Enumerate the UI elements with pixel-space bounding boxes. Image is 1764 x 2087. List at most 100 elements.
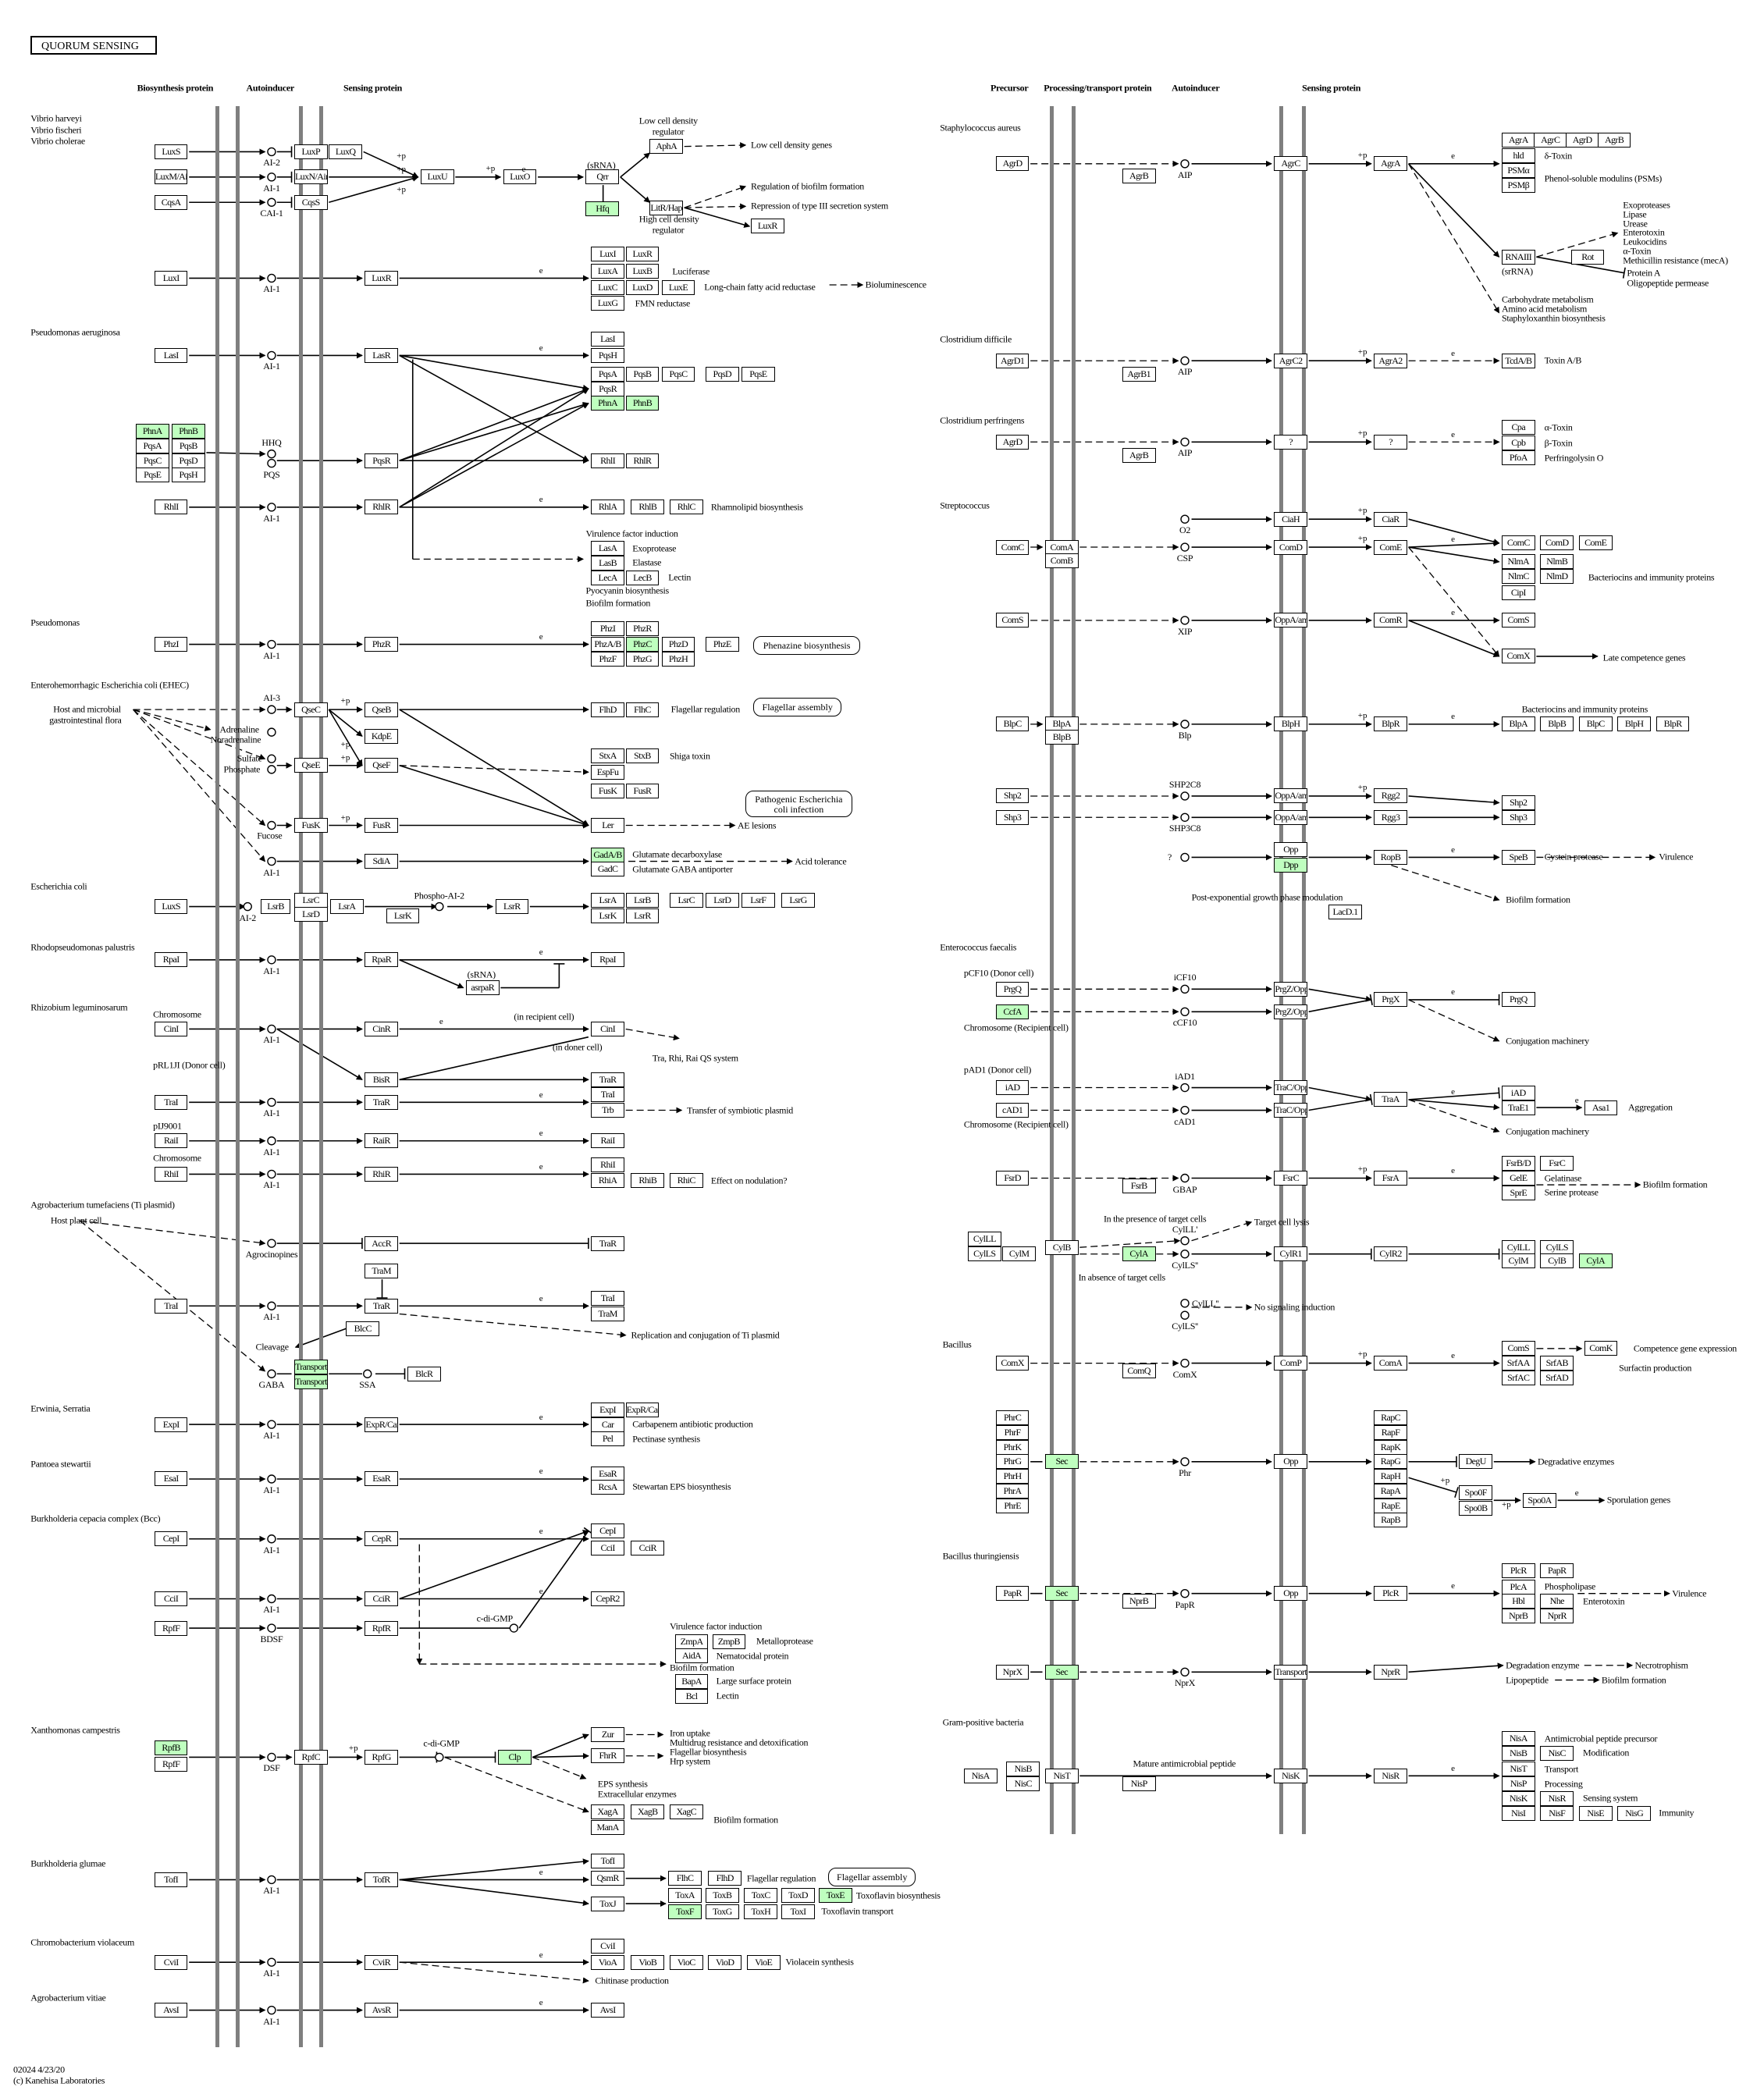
- gene-box[interactable]: VioE: [746, 1954, 781, 1970]
- gene-box[interactable]: LsrB: [625, 892, 660, 908]
- gene-box[interactable]: PhrH: [995, 1469, 1030, 1484]
- gene-box[interactable]: NlmB: [1540, 554, 1574, 570]
- gene-box[interactable]: PrgZ/Opp: [1274, 1004, 1307, 1019]
- gene-box[interactable]: LsrC: [293, 892, 328, 908]
- gene-box[interactable]: NisK: [1274, 1768, 1307, 1783]
- gene-box[interactable]: RhlI: [154, 500, 188, 515]
- gene-box[interactable]: CylLS: [968, 1246, 1001, 1262]
- gene-box[interactable]: StxB: [625, 748, 660, 764]
- gene-box[interactable]: TraR: [591, 1235, 624, 1251]
- compound-circle[interactable]: [1180, 791, 1190, 801]
- compound-circle[interactable]: [435, 901, 444, 912]
- gene-box[interactable]: QseE: [293, 758, 328, 773]
- gene-box[interactable]: PhnB: [625, 396, 660, 411]
- compound-circle[interactable]: [1180, 720, 1190, 729]
- gene-box[interactable]: LuxD: [625, 279, 660, 295]
- gene-box[interactable]: LsrF: [742, 892, 775, 908]
- gene-box[interactable]: FusR: [625, 783, 660, 798]
- gene-box[interactable]: TofI: [154, 1872, 188, 1887]
- gene-box[interactable]: OppA/ami: [1274, 788, 1307, 804]
- compound-circle[interactable]: [267, 1097, 276, 1107]
- gene-box[interactable]: TofI: [591, 1854, 624, 1868]
- gene-box[interactable]: LuxI: [591, 247, 624, 262]
- gene-box[interactable]: Rgg3: [1374, 809, 1407, 825]
- gene-box[interactable]: GelE: [1501, 1171, 1535, 1186]
- gene-box[interactable]: EspFu: [591, 764, 624, 780]
- gene-box[interactable]: ComK: [1584, 1341, 1618, 1356]
- gene-box[interactable]: LuxP: [293, 144, 328, 159]
- gene-box[interactable]: SrfAA: [1501, 1356, 1535, 1371]
- gene-box[interactable]: PhrE: [995, 1498, 1030, 1513]
- gene-box[interactable]: PrgQ: [995, 981, 1030, 997]
- gene-box[interactable]: LsrB: [261, 899, 290, 915]
- gene-box[interactable]: PapR: [995, 1586, 1030, 1602]
- gene-box[interactable]: ComR: [1374, 613, 1407, 628]
- gene-box[interactable]: LecB: [625, 570, 660, 585]
- gene-box[interactable]: ExpI: [154, 1417, 188, 1432]
- gene-box[interactable]: QsmR: [591, 1871, 624, 1886]
- gene-box[interactable]: PqsE: [742, 366, 775, 382]
- gene-box[interactable]: TraE1: [1501, 1100, 1535, 1115]
- gene-box[interactable]: LuxO: [503, 169, 537, 185]
- gene-box[interactable]: PlcR: [1374, 1586, 1407, 1602]
- gene-box[interactable]: RhlC: [669, 500, 703, 515]
- gene-box[interactable]: FsrD: [995, 1171, 1030, 1186]
- gene-box[interactable]: hld: [1501, 148, 1535, 164]
- gene-box[interactable]: Shp3: [1501, 809, 1535, 825]
- gene-box[interactable]: CepI: [591, 1523, 624, 1538]
- gene-box[interactable]: PqsD: [172, 453, 205, 468]
- gene-box[interactable]: QseB: [365, 702, 398, 717]
- gene-box[interactable]: ToxE: [818, 1888, 852, 1904]
- compound-circle[interactable]: [1180, 1235, 1190, 1246]
- gene-box[interactable]: LuxR: [625, 247, 660, 262]
- gene-box[interactable]: NprB: [1122, 1594, 1156, 1609]
- gene-box[interactable]: QseF: [365, 758, 398, 773]
- gene-box[interactable]: FlhD: [708, 1871, 742, 1886]
- gene-box[interactable]: ?: [1374, 434, 1407, 450]
- gene-box[interactable]: RapH: [1374, 1469, 1407, 1484]
- gene-box[interactable]: AgrB: [1597, 132, 1631, 148]
- gene-box[interactable]: PhzH: [661, 651, 695, 667]
- gene-box[interactable]: Qrr: [585, 169, 620, 185]
- gene-box[interactable]: Spo0A: [1523, 1492, 1556, 1508]
- compound-circle[interactable]: [267, 1369, 276, 1378]
- gene-box[interactable]: NprB: [1501, 1609, 1535, 1624]
- gene-box[interactable]: OppA/ami: [1274, 809, 1307, 825]
- gene-box[interactable]: PhzI: [591, 620, 624, 636]
- gene-box[interactable]: RopB: [1374, 849, 1407, 865]
- gene-box[interactable]: RapF: [1374, 1424, 1407, 1440]
- gene-box[interactable]: PhzI: [154, 637, 188, 652]
- gene-box[interactable]: LsrD: [293, 907, 328, 923]
- gene-box[interactable]: GadA/B: [591, 847, 624, 862]
- gene-box[interactable]: RapA: [1374, 1483, 1407, 1499]
- gene-box[interactable]: AgrD: [995, 156, 1030, 172]
- gene-box[interactable]: NisP: [1501, 1776, 1535, 1792]
- compound-circle[interactable]: [267, 1239, 276, 1248]
- gene-box[interactable]: ToxH: [744, 1904, 778, 1919]
- gene-box[interactable]: FusK: [591, 783, 624, 798]
- gene-box[interactable]: LuxS: [154, 899, 188, 915]
- gene-box[interactable]: PhrF: [995, 1424, 1030, 1440]
- gene-box[interactable]: Zur: [591, 1726, 624, 1742]
- gene-box[interactable]: Nhe: [1540, 1594, 1574, 1609]
- gene-box[interactable]: CylB: [1540, 1253, 1574, 1268]
- gene-box[interactable]: RhlR: [625, 453, 660, 468]
- gene-box[interactable]: ToxI: [781, 1904, 815, 1919]
- gene-box[interactable]: AgrA: [1501, 132, 1535, 148]
- gene-box[interactable]: CylA: [1578, 1253, 1613, 1268]
- gene-box[interactable]: RhiR: [365, 1166, 398, 1182]
- gene-box[interactable]: RapB: [1374, 1513, 1407, 1528]
- gene-box[interactable]: AgrC: [1533, 132, 1567, 148]
- gene-box[interactable]: CylA: [1122, 1246, 1156, 1262]
- gene-box[interactable]: PhzD: [661, 637, 695, 652]
- compound-circle[interactable]: [267, 639, 276, 649]
- gene-box[interactable]: BlcR: [407, 1366, 441, 1381]
- gene-box[interactable]: LitR/HapR: [649, 200, 683, 215]
- gene-box[interactable]: CiaR: [1374, 511, 1407, 527]
- gene-box[interactable]: LuxE: [661, 279, 695, 295]
- gene-box[interactable]: KdpE: [365, 728, 398, 744]
- compound-circle[interactable]: [267, 705, 276, 714]
- compound-circle[interactable]: [1180, 356, 1190, 365]
- gene-box[interactable]: BlpH: [1274, 716, 1307, 732]
- gene-box[interactable]: RhiI: [154, 1166, 188, 1182]
